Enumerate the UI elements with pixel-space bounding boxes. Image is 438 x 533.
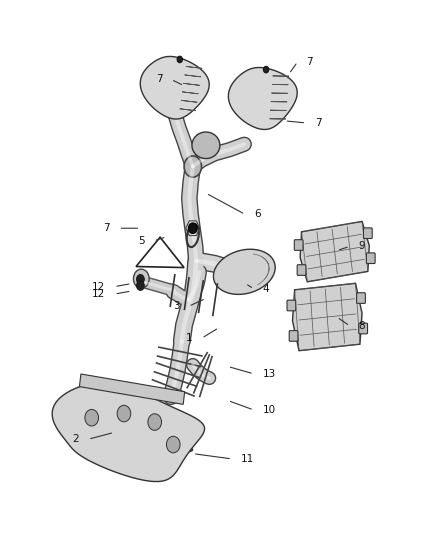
- Circle shape: [137, 274, 145, 284]
- Circle shape: [188, 223, 197, 233]
- Text: 2: 2: [73, 434, 79, 445]
- Circle shape: [177, 56, 183, 63]
- Polygon shape: [228, 68, 297, 130]
- Polygon shape: [79, 374, 185, 405]
- FancyBboxPatch shape: [359, 323, 367, 334]
- Text: 12: 12: [92, 289, 106, 299]
- Text: 9: 9: [359, 241, 365, 251]
- Circle shape: [117, 405, 131, 422]
- Text: 6: 6: [254, 209, 261, 220]
- FancyBboxPatch shape: [287, 300, 296, 311]
- FancyBboxPatch shape: [366, 253, 375, 263]
- Text: 11: 11: [241, 454, 254, 464]
- Text: 13: 13: [263, 369, 276, 379]
- Text: 5: 5: [138, 236, 145, 246]
- Circle shape: [263, 66, 269, 73]
- Polygon shape: [213, 249, 275, 294]
- Circle shape: [184, 156, 201, 177]
- FancyBboxPatch shape: [289, 330, 298, 341]
- Text: 7: 7: [315, 118, 321, 128]
- Text: 4: 4: [263, 284, 269, 294]
- Text: 7: 7: [103, 223, 110, 233]
- Polygon shape: [52, 381, 205, 481]
- FancyBboxPatch shape: [357, 293, 365, 303]
- Text: 12: 12: [92, 282, 106, 292]
- Circle shape: [137, 281, 145, 290]
- Polygon shape: [300, 221, 369, 282]
- Polygon shape: [293, 284, 362, 351]
- Circle shape: [134, 269, 149, 288]
- Circle shape: [166, 436, 180, 453]
- Text: 7: 7: [306, 57, 313, 67]
- Polygon shape: [192, 132, 220, 159]
- Text: 8: 8: [359, 321, 365, 331]
- Text: 7: 7: [155, 75, 162, 84]
- FancyBboxPatch shape: [294, 240, 303, 251]
- FancyBboxPatch shape: [297, 265, 306, 276]
- Text: 3: 3: [173, 301, 180, 311]
- FancyBboxPatch shape: [364, 228, 372, 238]
- Text: 10: 10: [263, 405, 276, 415]
- Circle shape: [85, 409, 99, 426]
- Polygon shape: [140, 56, 209, 119]
- Text: 1: 1: [186, 333, 193, 343]
- Circle shape: [148, 414, 162, 430]
